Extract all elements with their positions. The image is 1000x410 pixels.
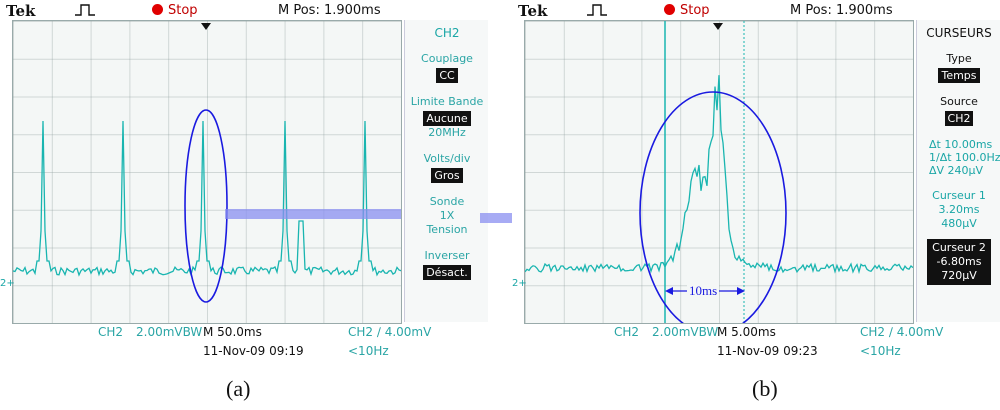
trigger-position-marker [201,23,211,30]
channel-label: CH2 [98,325,124,339]
trigger-frequency: <10Hz [348,344,389,358]
invert-value[interactable]: Désact. [423,265,471,280]
ch2-waveform-trace [525,75,913,275]
run-stop-indicator[interactable]: Stop [152,3,198,18]
bandwidth-value[interactable]: Aucune [423,111,471,126]
source-label[interactable]: Source [940,95,978,108]
type-value[interactable]: Temps [938,68,980,83]
waveform-display [525,21,913,323]
channel-label: CH2 [614,325,640,339]
transfer-arrow-shaft [225,209,401,219]
date-time: 11-Nov-09 09:19 [203,344,304,358]
caption-a: (a) [226,376,251,401]
brand-logo: Tek [6,2,36,20]
stop-icon [664,4,675,15]
brand-logo: Tek [518,2,548,20]
top-status-bar: Tek Stop M Pos: 1.900ms [0,0,488,22]
stop-label: Stop [168,3,198,18]
type-label[interactable]: Type [946,52,972,65]
oscilloscope-screen-b: Tek Stop M Pos: 1.900ms 10ms 2+ CURSEURS… [512,0,1000,365]
delta-voltage: ΔV 240μV [929,164,984,177]
cursor-1-time: 3.20ms [938,203,980,216]
delta-time: Δt 10.00ms [929,138,993,151]
source-value[interactable]: CH2 [944,111,974,126]
horizontal-position: M Pos: 1.900ms [790,3,893,18]
trigger-setting: CH2 ∕ 4.00mV [860,325,944,339]
waveform-display [13,23,401,303]
probe-type: Tension [426,223,468,236]
cursor-2-box[interactable]: Curseur 2 -6.80ms 720μV [927,239,991,285]
trigger-mode-icon [586,3,608,21]
caption-b: (b) [752,376,778,401]
highlight-ellipse [639,91,787,323]
channel-ground-marker: 2+ [0,278,15,289]
cursor-1-label[interactable]: Curseur 1 [932,189,986,202]
volts-div-value[interactable]: Gros [431,168,463,183]
channel-ground-marker: 2+ [512,278,527,289]
cursor-2-label: Curseur 2 [932,241,986,254]
time-span-arrow-right [737,287,745,295]
waveform-graticule [12,20,402,324]
date-time: 11-Nov-09 09:23 [717,344,818,358]
run-stop-indicator[interactable]: Stop [664,3,710,18]
trigger-mode-icon [74,3,96,21]
timebase: M 50.0ms [203,325,262,339]
probe-factor: 1X [439,209,455,222]
trigger-position-marker [713,23,723,30]
inverse-delta-time: 1/Δt 100.0Hz [929,151,1000,164]
top-status-bar: Tek Stop M Pos: 1.900ms [512,0,1000,22]
bandwidth-frequency: 20MHz [428,126,466,139]
menu-title: CURSEURS [926,26,992,40]
trigger-frequency: <10Hz [860,344,901,358]
oscilloscope-screen-a: Tek Stop M Pos: 1.900ms 2+ CH2 Couplage … [0,0,488,365]
vertical-scale: 2.00mVBW [136,325,203,339]
time-span-annotation: 10ms [687,283,720,299]
stop-icon [152,4,163,15]
waveform-graticule: 10ms [524,20,914,324]
time-span-arrow-left [665,287,673,295]
bottom-status-bar: CH2 2.00mVBW M 5.00ms CH2 ∕ 4.00mV 11-No… [512,322,1000,365]
bottom-status-bar: CH2 2.00mVBW M 50.0ms CH2 ∕ 4.00mV 11-No… [0,322,488,365]
cursor-menu-panel: CURSEURS Type Temps Source CH2 Δt 10.00m… [916,20,1000,322]
probe-label[interactable]: Sonde [429,195,465,208]
stop-label: Stop [680,3,710,18]
volts-div-label[interactable]: Volts/div [423,152,471,165]
invert-label[interactable]: Inverser [424,249,470,262]
highlight-ellipse [184,109,228,303]
channel-menu-panel: CH2 Couplage CC Limite Bande Aucune 20MH… [404,20,488,322]
timebase: M 5.00ms [717,325,776,339]
ch2-waveform-trace [13,120,401,277]
trigger-setting: CH2 ∕ 4.00mV [348,325,432,339]
vertical-scale: 2.00mVBW [652,325,719,339]
cursor-2-voltage: 720μV [941,269,977,282]
coupling-value[interactable]: CC [436,68,458,83]
cursor-2-time: -6.80ms [936,255,982,268]
cursor-1-voltage: 480μV [941,217,977,230]
coupling-label[interactable]: Couplage [421,52,473,65]
menu-title: CH2 [434,26,460,40]
horizontal-position: M Pos: 1.900ms [278,3,381,18]
bandwidth-label[interactable]: Limite Bande [410,95,484,108]
